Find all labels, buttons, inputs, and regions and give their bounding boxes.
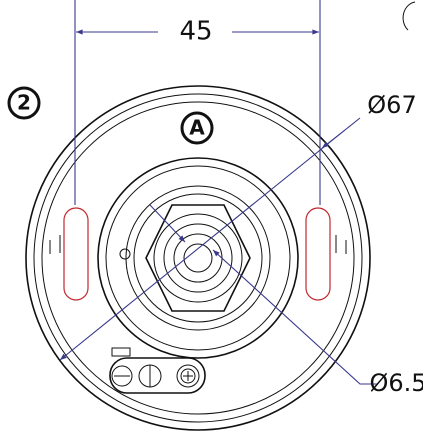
part-outline [26,2,415,430]
dimension-label: Ø6.5 [369,369,423,397]
dimension-label: 45 [179,17,212,47]
callout-label: 2 [17,91,31,115]
callout-label: A [189,116,205,140]
dimension-label: Ø67 [367,91,416,119]
drawing: 45 Ø67 Ø6.5 2 A [0,0,423,434]
